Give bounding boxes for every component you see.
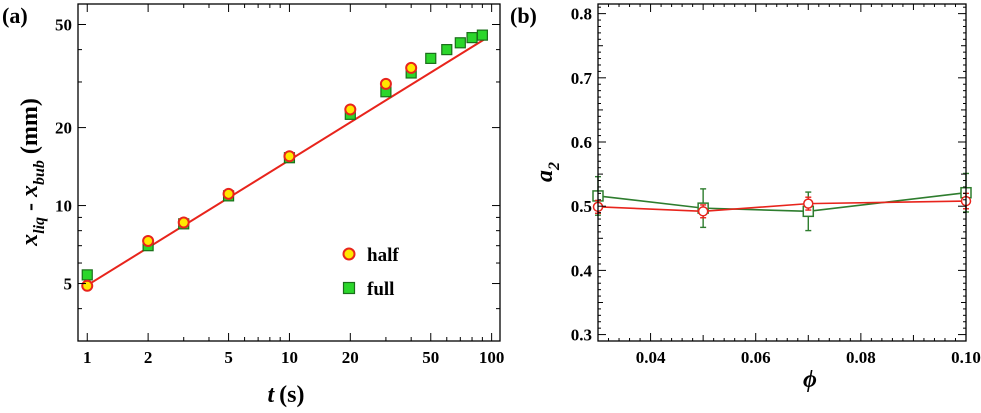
panel-b-x-axis-title: ϕ <box>803 367 817 393</box>
panel-a-x-tick-label: 1 <box>83 348 92 367</box>
panel-a-x-tick-label: 50 <box>422 348 439 367</box>
panel-a-y-tick-label: 5 <box>64 275 73 294</box>
panel-a-y-tick-label: 50 <box>55 16 72 35</box>
panel-b-frame <box>597 3 967 342</box>
panel-b-x-tick-label: 0.08 <box>846 348 876 367</box>
panel-b: (b) 0.04 0.06 0.08 0.10 0.3 0.4 0.5 0.6 0.7 0.8 ϕ… <box>510 3 981 393</box>
panel-a-y-axis-title: xliq - xbub (mm) <box>17 98 48 247</box>
panel-b-line-half <box>597 200 967 213</box>
legend-half-marker <box>342 247 356 261</box>
panel-b-x-tick-label: 0.06 <box>741 348 771 367</box>
panel-b-x-tick-label: 0.10 <box>951 348 981 367</box>
panel-a-point-full <box>454 37 466 49</box>
panel-a-x-tick-label: 10 <box>281 348 298 367</box>
panel-a-point-half <box>379 77 392 90</box>
panel-a-y-tick-label: 20 <box>55 119 72 138</box>
panel-a-label: (a) <box>2 3 28 28</box>
panel-a-x-tick-label: 2 <box>144 348 153 367</box>
legend-half-label: half <box>367 245 399 266</box>
panel-a-frame <box>77 3 501 342</box>
panel-a-point-full <box>425 52 437 64</box>
panel-a-point-half <box>222 187 235 200</box>
panel-a-point-full <box>441 44 453 56</box>
legend-full-label: full <box>367 279 394 300</box>
panel-b-y-tick-label: 0.4 <box>571 261 593 280</box>
panel-a-point-full <box>466 32 478 44</box>
panel-a: (a) 1 2 5 10 20 50 100 5 10 20 50 t (s) xliq - xbub… <box>2 3 504 408</box>
panel-a-legend: half full <box>342 245 399 300</box>
panel-a-x-tick-label: 5 <box>224 348 233 367</box>
panel-b-y-tick-label: 0.6 <box>571 133 592 152</box>
panel-a-point-half <box>283 150 296 163</box>
panel-a-x-axis-title: t (s) <box>268 382 305 408</box>
panel-a-x-tick-label: 20 <box>342 348 359 367</box>
panel-a-point-half <box>81 279 94 292</box>
panel-b-y-tick-label: 0.5 <box>571 197 592 216</box>
panel-a-point-full <box>81 269 93 281</box>
panel-b-y-tick-label: 0.7 <box>571 69 593 88</box>
panel-a-point-half <box>177 216 190 229</box>
panel-a-point-half <box>405 61 418 74</box>
panel-a-point-half <box>142 234 155 247</box>
panel-b-y-axis-title: a2 <box>532 162 563 182</box>
panel-a-x-tick-label: 100 <box>479 348 505 367</box>
panel-b-label: (b) <box>510 3 537 28</box>
panel-b-point-half <box>697 206 709 217</box>
panel-a-point-full <box>476 29 488 41</box>
panel-b-y-tick-label: 0.3 <box>571 326 592 345</box>
legend-full-marker <box>342 281 356 295</box>
panel-a-y-tick-label: 10 <box>55 197 72 216</box>
panel-b-y-tick-label: 0.8 <box>571 5 592 24</box>
panel-b-point-half <box>803 198 814 209</box>
panel-b-x-tick-label: 0.04 <box>636 348 666 367</box>
panel-a-point-half <box>344 103 357 116</box>
